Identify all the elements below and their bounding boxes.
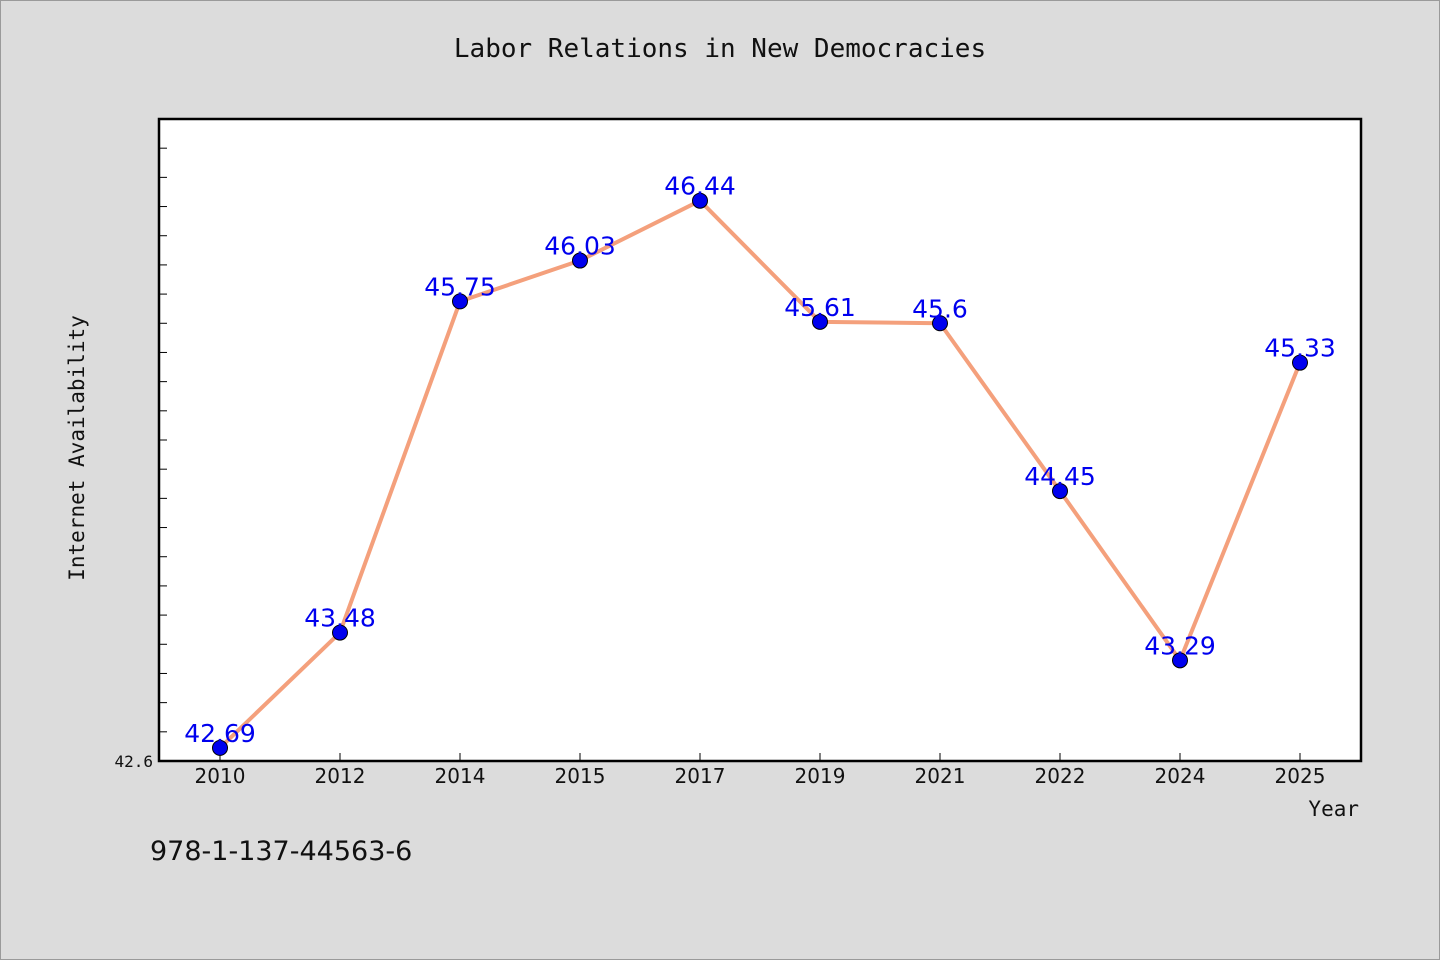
data-label: 45.61 <box>784 293 856 322</box>
x-tick-label: 2010 <box>195 764 246 788</box>
x-tick-label: 2024 <box>1155 764 1206 788</box>
data-point <box>812 313 828 330</box>
x-axis-tick-labels: 2010 2012 2014 2015 2017 2019 2021 2022 2024 2025 <box>195 764 1326 788</box>
series-markers <box>212 192 1308 756</box>
x-tick-label: 2012 <box>315 764 366 788</box>
x-tick-label: 2019 <box>795 764 846 788</box>
y-tick-label: 42.6 <box>114 752 153 771</box>
data-label: 42.69 <box>184 719 256 748</box>
data-point <box>452 293 468 310</box>
data-point <box>692 192 708 209</box>
data-label: 43.48 <box>304 604 376 633</box>
y-axis-tick-labels: 42.6 <box>114 752 153 771</box>
x-tick-label: 2022 <box>1035 764 1086 788</box>
data-label: 43.29 <box>1144 631 1216 660</box>
data-labels: 42.69 43.48 45.75 46.03 46.44 45.61 45.6 44.45 4… <box>184 172 1336 748</box>
x-tick-label: 2021 <box>915 764 966 788</box>
footer-isbn: 978-1-137-44563-6 <box>150 836 413 867</box>
data-label: 46.03 <box>544 232 616 261</box>
data-label: 45.33 <box>1264 334 1336 363</box>
x-tick-label: 2017 <box>675 764 726 788</box>
data-point <box>212 739 228 756</box>
series-line <box>218 198 1302 750</box>
y-axis-label: Internet Availability <box>65 315 89 581</box>
x-tick-label: 2014 <box>435 764 486 788</box>
data-point <box>1052 483 1068 500</box>
series-line-group <box>218 198 1302 750</box>
y-axis-ticks <box>159 147 167 733</box>
data-label: 45.6 <box>912 294 968 323</box>
data-point <box>1292 354 1308 371</box>
data-label: 44.45 <box>1024 462 1096 491</box>
x-tick-label: 2025 <box>1275 764 1326 788</box>
chart-title: Labor Relations in New Democracies <box>453 34 987 64</box>
plot-area <box>157 117 1363 763</box>
data-point <box>572 252 588 269</box>
data-point <box>332 624 348 641</box>
data-point <box>932 315 948 332</box>
data-label: 45.75 <box>424 272 496 301</box>
x-tick-label: 2015 <box>555 764 606 788</box>
data-point <box>1172 652 1188 669</box>
data-label: 46.44 <box>664 172 736 201</box>
x-axis-label: Year <box>1308 797 1359 821</box>
